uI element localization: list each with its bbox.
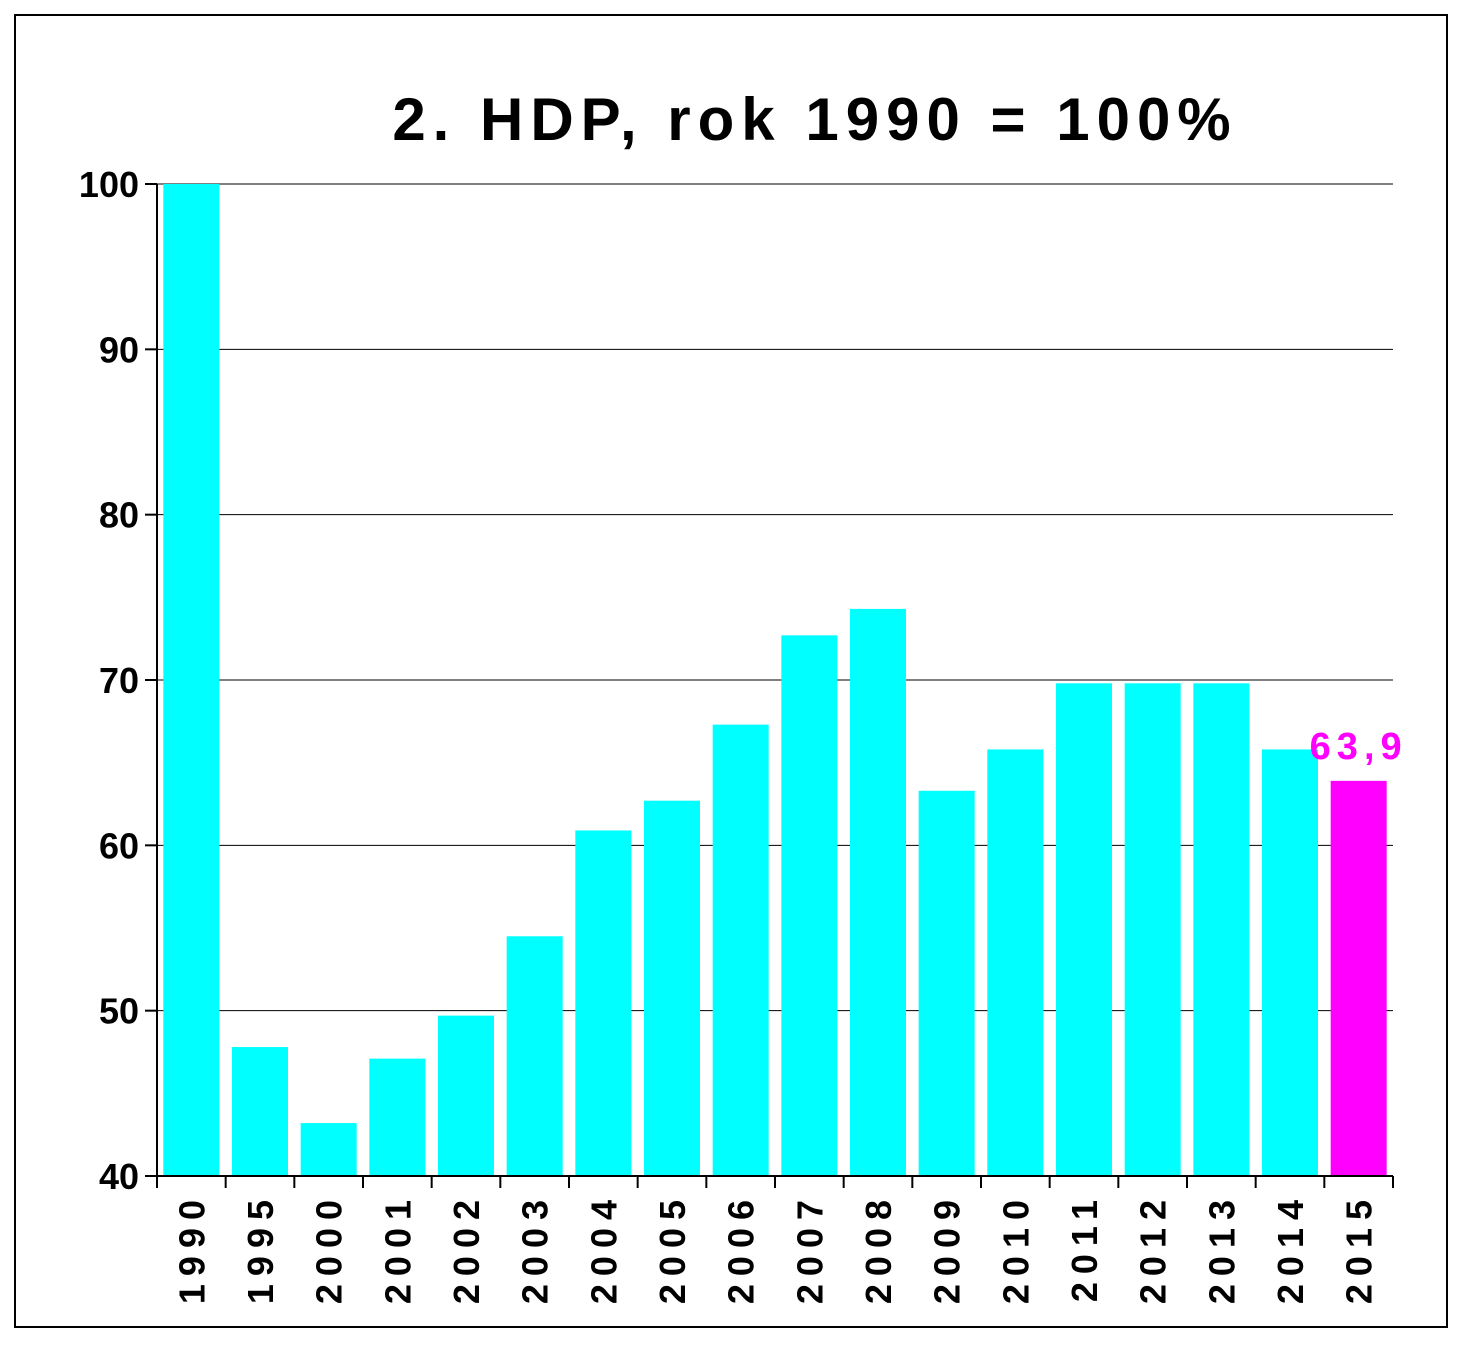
x-tick-label: 2004 [583,1192,624,1304]
bar-2009 [918,790,975,1176]
data-label-2015: 63,9 [1310,726,1408,768]
y-tick-label: 100 [79,164,139,205]
x-tick-label: 2002 [446,1192,487,1304]
bar-2001 [369,1058,426,1176]
chart-frame [14,14,1448,1328]
x-tick-label: 1990 [171,1192,212,1304]
y-tick-label: 60 [99,825,139,866]
y-axis-ticks: 40 50 60 70 80 90 100 [79,164,157,1197]
bar-2002 [438,1015,494,1176]
chart-title: 2. HDP, rok 1990 = 100% [392,86,1237,153]
x-tick-label: 2011 [1064,1192,1105,1302]
x-tick-label: 2001 [377,1192,418,1304]
y-tick-label: 80 [99,495,139,536]
bar-2014 [1262,749,1318,1176]
y-tick-label: 50 [99,991,139,1032]
x-tick-label: 2006 [721,1192,762,1304]
bar-1995 [232,1047,288,1176]
bar-2007 [781,635,838,1176]
x-tick-label: 2009 [927,1192,968,1304]
x-tick-label: 2000 [309,1192,350,1304]
bar-2004 [575,830,632,1176]
data-labels: 63,9 [1310,726,1408,768]
x-tick-label: 2008 [858,1192,899,1304]
x-axis-ticks: 1990 1995 2000 2001 2002 2003 2004 2005 2006 2007… [156,1176,1394,1304]
bar-2015 [1330,780,1387,1176]
bar-2000 [300,1123,357,1176]
bar-2010 [987,749,1044,1176]
bars [163,184,1387,1176]
grid-lines [157,183,1393,1012]
bar-2013 [1193,683,1250,1176]
y-tick-label: 90 [99,329,139,370]
x-tick-label: 2014 [1270,1192,1311,1304]
y-tick-label: 40 [99,1156,139,1197]
x-tick-label: 1995 [240,1192,281,1304]
x-tick-label: 2010 [995,1192,1036,1304]
bar-2006 [712,724,769,1176]
x-tick-label: 2005 [652,1192,693,1304]
bar-2012 [1124,683,1181,1176]
x-tick-label: 2015 [1339,1192,1380,1304]
bar-2003 [506,936,563,1176]
bar-2008 [850,608,906,1176]
x-tick-label: 2013 [1201,1192,1242,1304]
x-tick-label: 2003 [515,1192,556,1304]
bar-2005 [644,800,700,1176]
y-tick-label: 70 [99,660,139,701]
bar-1990 [163,184,220,1176]
x-tick-label: 2012 [1133,1192,1174,1304]
x-tick-label: 2007 [789,1192,830,1304]
bar-2011 [1056,683,1112,1176]
